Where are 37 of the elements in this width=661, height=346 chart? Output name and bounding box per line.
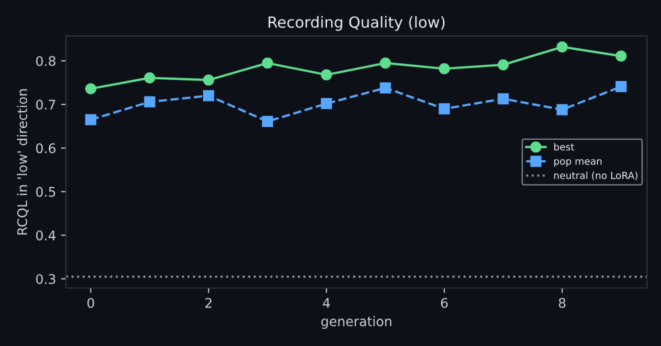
point	[144, 96, 156, 108]
point	[556, 41, 568, 52]
point	[320, 69, 332, 80]
x-tick-label: 0	[87, 298, 94, 308]
point	[262, 57, 274, 69]
y-tick-label: 0.3	[36, 274, 56, 284]
x-tick-label: 8	[558, 298, 566, 308]
y-tick-label: 0.8	[36, 56, 56, 66]
point	[438, 63, 450, 74]
point	[262, 116, 274, 128]
point	[498, 59, 509, 70]
y-tick-label: 0.6	[36, 143, 56, 154]
legend-label: pop mean	[554, 159, 602, 167]
y-tick-label: 0.4	[36, 230, 56, 240]
x-tick-label: 2	[205, 298, 212, 308]
point	[438, 103, 450, 114]
point	[203, 90, 214, 102]
legend-label: neutral (no LoRA)	[554, 172, 638, 180]
point	[85, 114, 96, 126]
y-tick-label: 0.5	[36, 186, 56, 197]
point	[616, 81, 627, 92]
x-tick-label: 6	[441, 298, 448, 308]
chart-title: Recording Quality (low)	[268, 16, 445, 31]
point	[556, 104, 568, 116]
y-tick-label: 0.7	[36, 100, 56, 110]
y-axis-title: RCQL in 'low' direction	[16, 89, 29, 235]
x-axis-title: generation	[321, 316, 392, 329]
point	[203, 74, 214, 86]
point	[144, 72, 156, 84]
point	[498, 93, 509, 104]
point	[85, 83, 96, 94]
point	[380, 57, 391, 69]
x-tick-label: 4	[322, 298, 330, 308]
point	[616, 50, 627, 62]
point	[320, 98, 332, 110]
point	[380, 82, 391, 94]
legend-label: best	[554, 143, 574, 151]
